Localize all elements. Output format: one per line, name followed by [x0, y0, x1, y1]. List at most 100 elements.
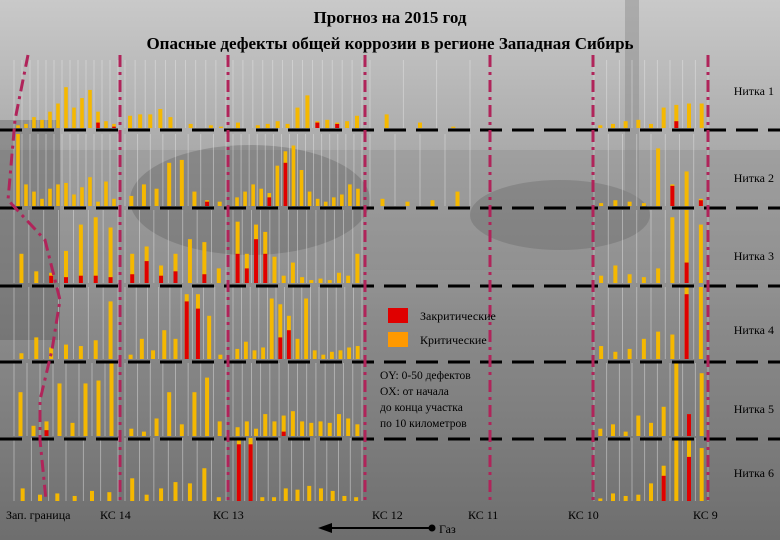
chart-title: Прогноз на 2015 год [313, 8, 467, 27]
bar-critical [627, 348, 632, 359]
bar-critical [56, 184, 60, 206]
bar-critical [661, 406, 666, 436]
bar-critical [699, 103, 704, 128]
bar-critical [384, 114, 389, 128]
bar-supercritical [684, 262, 689, 283]
bar-supercritical [235, 253, 240, 283]
bar-supercritical [687, 456, 691, 501]
bar-critical [112, 123, 116, 128]
bar-critical [141, 184, 146, 206]
bar-critical [235, 221, 240, 283]
bar-critical [641, 203, 646, 206]
bar-supercritical [93, 275, 98, 283]
bar-critical [20, 488, 25, 501]
bar-critical [318, 421, 323, 436]
station-label-ks12: КС 12 [372, 508, 403, 522]
bar-critical [96, 201, 100, 206]
bar-critical [72, 495, 77, 501]
bar-critical [304, 298, 309, 359]
bar-critical [130, 478, 135, 501]
bar-critical [670, 217, 675, 283]
bar-critical [83, 383, 88, 436]
bar-critical [179, 424, 184, 436]
station-label-ks10: КС 10 [568, 508, 599, 522]
bar-critical [275, 165, 280, 206]
bar-critical [235, 122, 240, 128]
bar-critical [315, 198, 320, 206]
bar-critical [299, 170, 304, 206]
bar-critical [318, 488, 323, 501]
bar-critical [130, 253, 135, 283]
bar-critical [451, 126, 456, 128]
bar-supercritical [281, 431, 286, 436]
bar-critical [128, 115, 133, 128]
bar-critical [19, 353, 24, 359]
bar-supercritical [244, 268, 249, 283]
bar-critical [173, 482, 178, 501]
bar-critical [159, 488, 164, 501]
bar-critical [260, 497, 265, 501]
thread-label-2: Нитка 2 [733, 171, 774, 185]
bar-critical [64, 344, 68, 359]
bar-critical [64, 250, 68, 283]
bar-critical [656, 148, 661, 206]
bar-critical [38, 494, 42, 501]
bar-critical [613, 351, 618, 359]
bar-critical [107, 492, 112, 501]
axis-note-line-4: по 10 километров [380, 418, 467, 430]
bar-critical [295, 489, 300, 501]
bar-critical [216, 497, 221, 501]
bar-supercritical [202, 274, 207, 283]
bar-critical [661, 107, 666, 128]
bar-critical [64, 182, 68, 206]
bar-supercritical [278, 337, 283, 359]
bar-critical [269, 298, 274, 359]
bar-critical [356, 188, 360, 206]
bar-critical [283, 488, 288, 501]
bar-supercritical [670, 185, 675, 206]
bar-critical [330, 490, 335, 501]
bar-critical [188, 123, 193, 128]
bar-critical [599, 203, 604, 206]
bar-critical [217, 421, 222, 436]
bar-critical [167, 392, 172, 436]
bar-critical [598, 428, 603, 436]
bar-critical [263, 414, 268, 436]
bar-critical [235, 427, 240, 436]
bar-critical [699, 373, 704, 436]
bar-critical [108, 227, 113, 283]
bar-critical [674, 363, 679, 436]
bar-critical [291, 145, 296, 206]
bar-critical [129, 428, 134, 436]
bar-supercritical [236, 444, 241, 501]
bar-critical [104, 121, 108, 128]
bar-critical [307, 485, 312, 501]
bar-critical [218, 126, 223, 128]
bar-critical [32, 191, 36, 206]
bar-critical [207, 315, 212, 359]
bar-critical [598, 125, 603, 128]
bar-critical [599, 346, 604, 359]
bar-critical [336, 272, 341, 283]
bar-critical [208, 125, 213, 128]
bar-supercritical [263, 253, 268, 283]
bar-critical [354, 497, 359, 501]
bar-critical [325, 119, 330, 128]
bar-critical [168, 117, 173, 128]
bar-critical [235, 348, 240, 359]
bar-critical [104, 181, 108, 206]
bar-supercritical [286, 330, 291, 359]
legend-label-supercritical: Закритические [420, 309, 496, 323]
station-label-ks11: КС 11 [468, 508, 499, 522]
bar-critical [109, 363, 114, 436]
bar-critical [305, 95, 310, 128]
bar-critical [48, 188, 52, 206]
bar-critical [173, 253, 178, 283]
bar-critical [141, 431, 146, 436]
bar-critical [348, 184, 352, 206]
bar-supercritical [44, 430, 49, 436]
bar-supercritical [64, 277, 68, 283]
bar-supercritical [173, 271, 178, 283]
